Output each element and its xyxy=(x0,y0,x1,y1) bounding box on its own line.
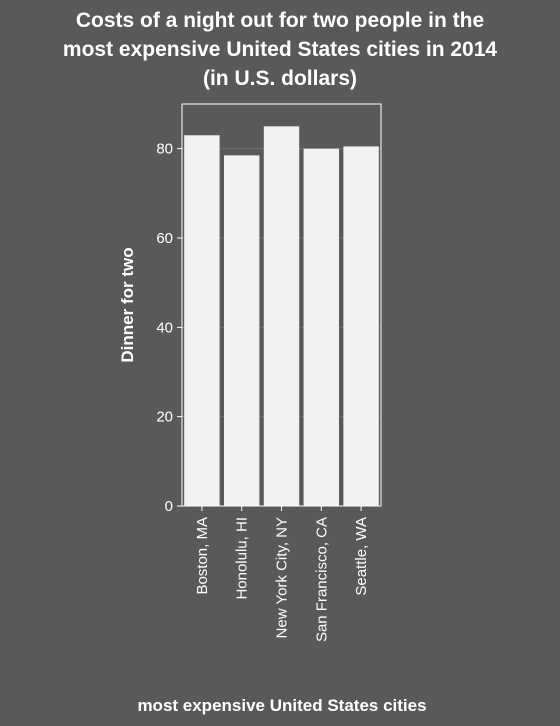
bar-3 xyxy=(303,148,340,506)
x-tick-label-1: Honolulu, HI xyxy=(234,517,251,600)
x-tick-label-0: Boston, MA xyxy=(194,517,211,595)
bar-2 xyxy=(263,126,300,506)
y-tick-label-20: 20 xyxy=(156,409,173,426)
x-axis-title: most expensive United States cities xyxy=(137,696,426,715)
y-tick-label-40: 40 xyxy=(156,319,173,336)
x-tick-label-3: San Francisco, CA xyxy=(313,517,330,642)
y-tick-label-60: 60 xyxy=(156,230,173,247)
bar-1 xyxy=(223,155,260,506)
y-axis-title: Dinner for two xyxy=(118,247,137,362)
x-tick-label-4: Seattle, WA xyxy=(353,517,370,596)
bar-0 xyxy=(184,135,220,506)
y-tick-label-0: 0 xyxy=(165,498,173,515)
plot-area: 0 20 40 60 80 Boston, MA Honolulu, HI New York … xyxy=(156,103,382,642)
x-tick-label-2: New York City, NY xyxy=(274,517,291,638)
chart-title-line-1: Costs of a night out for two people in t… xyxy=(76,9,484,32)
plot-border xyxy=(181,103,382,507)
chart-title-line-2: most expensive United States cities in 2… xyxy=(63,38,498,61)
y-tick-label-80: 80 xyxy=(156,141,173,158)
bar-4 xyxy=(343,146,379,506)
chart-title-line-3: (in U.S. dollars) xyxy=(203,67,357,90)
